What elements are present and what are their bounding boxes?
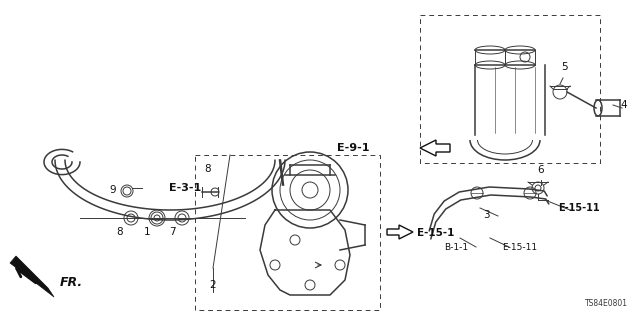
Text: E-9-1: E-9-1 [337, 143, 370, 153]
Bar [420, 15, 600, 163]
Text: E-15-11: E-15-11 [558, 203, 600, 213]
Polygon shape [420, 140, 450, 156]
Text: FR.: FR. [60, 277, 83, 290]
Text: 1: 1 [144, 227, 150, 237]
Text: 9: 9 [109, 185, 116, 195]
Text: E-3-1: E-3-1 [169, 183, 201, 193]
Text: B-1-1: B-1-1 [444, 242, 468, 251]
Text: TS84E0801: TS84E0801 [585, 299, 628, 308]
Text: 4: 4 [620, 100, 627, 110]
Text: 7: 7 [169, 227, 175, 237]
Text: 8: 8 [205, 164, 211, 174]
Polygon shape [10, 256, 54, 297]
Bar [195, 155, 380, 310]
Text: E-15-1: E-15-1 [417, 228, 454, 238]
Text: 6: 6 [538, 165, 544, 175]
Text: 2: 2 [210, 280, 216, 290]
Text: 8: 8 [116, 227, 124, 237]
Text: E-15-11: E-15-11 [502, 242, 537, 251]
Text: 5: 5 [561, 62, 567, 72]
Polygon shape [387, 225, 413, 239]
Text: 3: 3 [483, 210, 490, 220]
